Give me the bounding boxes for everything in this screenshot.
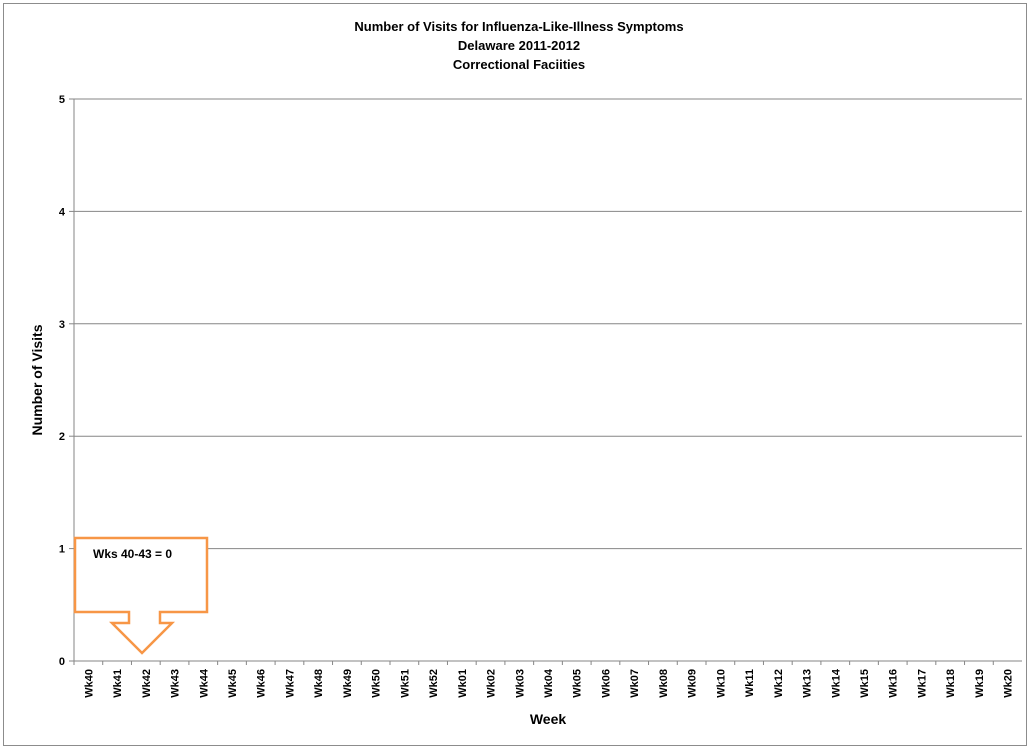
y-tick-label: 5 — [59, 94, 65, 106]
x-tick-label: Wk19 — [974, 669, 986, 698]
x-tick-label: Wk01 — [457, 669, 469, 698]
x-tick-label: Wk10 — [715, 669, 727, 698]
x-axis-title: Week — [530, 711, 567, 727]
x-tick-label: Wk51 — [399, 669, 411, 698]
x-tick-label: Wk05 — [572, 669, 584, 698]
x-tick-label: Wk49 — [342, 669, 354, 698]
x-tick-label: Wk43 — [170, 669, 182, 698]
x-tick-label: Wk13 — [802, 669, 814, 698]
chart-title-line-1: Number of Visits for Influenza-Like-Illn… — [354, 19, 683, 34]
y-tick-label: 0 — [59, 656, 65, 668]
x-tick-label: Wk47 — [284, 669, 296, 698]
chart-title-line-3: Correctional Faciities — [453, 57, 585, 72]
y-axis-title: Number of Visits — [29, 324, 45, 435]
x-tick-label: Wk17 — [916, 669, 928, 698]
y-tick-label: 4 — [59, 206, 66, 218]
x-tick-label: Wk42 — [141, 669, 153, 698]
y-axis-ticks: 0 1 2 3 4 5 — [59, 94, 75, 668]
callout-arrow-box — [73, 536, 209, 655]
x-tick-label: Wk52 — [428, 669, 440, 698]
x-tick-label: Wk48 — [313, 669, 325, 698]
x-axis-ticks: Wk40 Wk41 Wk42 Wk43 Wk44 Wk45 Wk46 Wk47 Wk48 Wk49… — [73, 660, 1022, 698]
callout-label: Wks 40-43 = 0 — [93, 547, 172, 561]
x-tick-label: Wk46 — [256, 669, 268, 698]
x-tick-label: Wk44 — [198, 668, 210, 698]
x-tick-label: Wk09 — [687, 669, 699, 698]
x-tick-label: Wk50 — [371, 669, 383, 698]
x-tick-label: Wk11 — [744, 669, 756, 697]
x-tick-label: Wk16 — [888, 669, 900, 698]
x-tick-label: Wk03 — [514, 669, 526, 698]
y-tick-label: 1 — [59, 544, 65, 556]
x-tick-label: Wk14 — [830, 668, 842, 698]
callout: Wks 40-43 = 0 — [73, 536, 209, 655]
x-tick-label: Wk04 — [543, 668, 555, 698]
x-tick-label: Wk18 — [945, 669, 957, 698]
y-tick-label: 3 — [59, 319, 65, 331]
gridlines — [74, 98, 1022, 550]
x-tick-label: Wk20 — [1003, 669, 1015, 698]
chart-title-line-2: Delaware 2011-2012 — [458, 38, 580, 53]
x-tick-label: Wk02 — [486, 669, 498, 698]
x-tick-label: Wk40 — [83, 669, 95, 698]
x-tick-label: Wk07 — [629, 669, 641, 698]
x-tick-label: Wk15 — [859, 669, 871, 698]
x-tick-label: Wk12 — [773, 669, 785, 698]
x-tick-label: Wk08 — [658, 669, 670, 698]
chart-title: Number of Visits for Influenza-Like-Illn… — [354, 19, 683, 72]
x-tick-label: Wk45 — [227, 669, 239, 698]
y-tick-label: 2 — [59, 431, 65, 443]
x-tick-label: Wk06 — [600, 669, 612, 698]
x-tick-label: Wk41 — [112, 669, 124, 698]
